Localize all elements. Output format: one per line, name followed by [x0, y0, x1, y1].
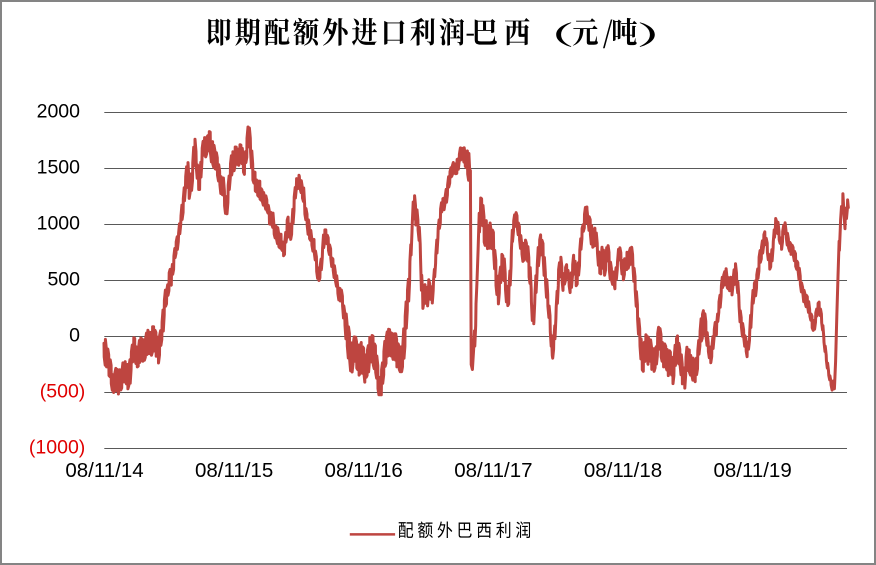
svg-text:(500): (500) [40, 380, 86, 402]
svg-text:08/11/18: 08/11/18 [584, 459, 662, 482]
svg-text:500: 500 [47, 268, 80, 290]
svg-text:1000: 1000 [37, 212, 81, 234]
svg-text:2000: 2000 [37, 100, 81, 122]
svg-text:08/11/19: 08/11/19 [713, 459, 791, 482]
svg-text:08/11/17: 08/11/17 [454, 459, 532, 482]
svg-text:0: 0 [69, 324, 80, 346]
svg-text:08/11/16: 08/11/16 [325, 459, 403, 482]
svg-text:08/11/14: 08/11/14 [65, 459, 143, 482]
svg-text:1500: 1500 [37, 156, 81, 178]
svg-text:(1000): (1000) [29, 436, 85, 458]
svg-text:08/11/15: 08/11/15 [195, 459, 273, 482]
